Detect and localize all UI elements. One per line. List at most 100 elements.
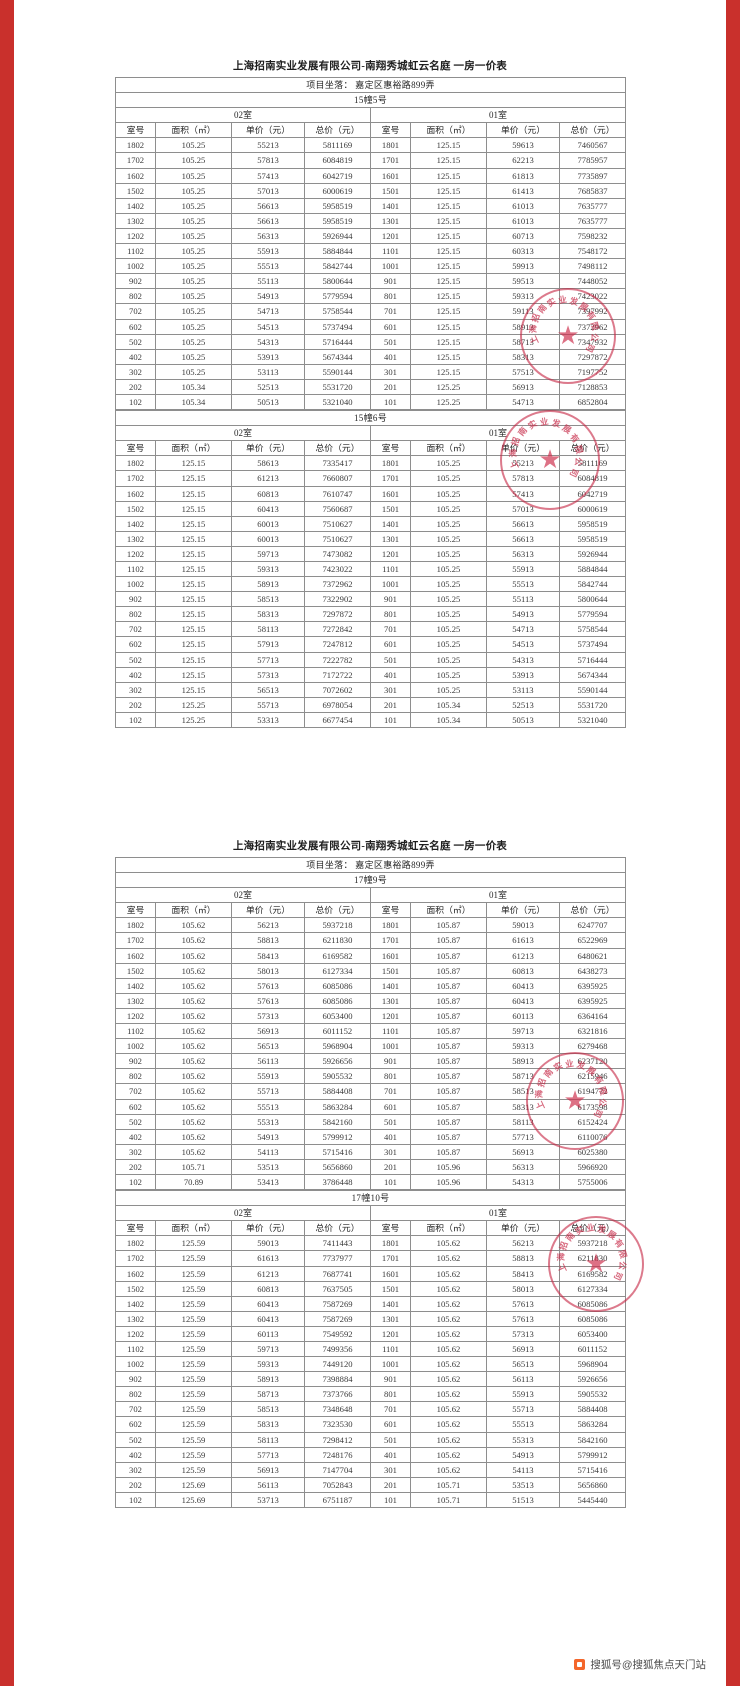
table-row: 502 105.62 55313 5842160 501 105.87 58113 61524… xyxy=(115,1113,627,1130)
cell-unit-price: 60413 xyxy=(231,500,305,517)
cell-unit-price: 52513 xyxy=(486,696,560,713)
cell-room: 1002 xyxy=(115,258,156,275)
cell-area: 125.59 xyxy=(155,1431,232,1448)
cell-area: 105.87 xyxy=(410,1053,487,1070)
cell-area: 125.15 xyxy=(410,167,487,184)
cell-total-price: 6085086 xyxy=(558,1310,627,1327)
table-row: 802 125.15 58313 7297872 801 105.25 54913 57795… xyxy=(115,606,627,623)
cell-total-price: 6852804 xyxy=(558,393,627,411)
cell-unit-price: 57713 xyxy=(231,651,305,668)
table-row: 102 125.69 53713 6751187 101 105.71 51513 54454… xyxy=(115,1491,627,1509)
cell-total-price: 5968904 xyxy=(304,1038,371,1055)
table-row: 702 125.59 58513 7348648 701 105.62 55713 58844… xyxy=(115,1401,627,1418)
cell-unit-price: 59313 xyxy=(231,560,305,578)
cell-area: 105.96 xyxy=(410,1158,487,1175)
cell-total-price: 7635777 xyxy=(558,197,627,214)
cell-room: 802 xyxy=(115,288,156,305)
cell-area: 125.59 xyxy=(155,1250,232,1267)
cell-total-price: 7247812 xyxy=(304,636,371,653)
table-row: 302 105.62 54113 5715416 301 105.87 56913 60253… xyxy=(115,1143,627,1160)
cell-area: 125.15 xyxy=(410,318,487,335)
col-area: 面积（㎡） xyxy=(410,1220,487,1237)
col-total-price: 总价（元） xyxy=(558,1220,627,1237)
cell-area: 105.62 xyxy=(155,932,232,949)
table-row: 902 125.59 58913 7398884 901 105.62 56113 59266… xyxy=(115,1371,627,1388)
cell-total-price: 5926656 xyxy=(558,1371,627,1388)
table-row: 1402 105.62 57613 6085086 1401 105.87 60413 639… xyxy=(115,977,627,994)
table-row: 902 105.25 55113 5800644 901 125.15 59513 74480… xyxy=(115,273,627,290)
col-room: 室号 xyxy=(115,1220,156,1237)
cell-room: 202 xyxy=(115,1476,156,1493)
cell-room: 802 xyxy=(115,1068,156,1085)
cell-room: 1301 xyxy=(370,530,411,547)
cell-room: 902 xyxy=(115,591,156,608)
cell-unit-price: 54913 xyxy=(486,1446,560,1463)
cell-area: 105.87 xyxy=(410,932,487,949)
cell-area: 125.59 xyxy=(155,1401,232,1418)
cell-room: 401 xyxy=(370,1128,411,1145)
cell-unit-price: 56913 xyxy=(486,378,560,395)
scan-edge-left xyxy=(0,0,14,1686)
cell-area: 125.15 xyxy=(155,500,232,517)
table-row: 702 125.15 58113 7272842 701 105.25 54713 57585… xyxy=(115,621,627,638)
cell-area: 125.69 xyxy=(155,1476,232,1493)
cell-total-price: 7610747 xyxy=(304,485,371,502)
cell-unit-price: 58613 xyxy=(231,455,305,472)
cell-area: 105.62 xyxy=(155,1083,232,1100)
cell-room: 1001 xyxy=(370,576,411,593)
table-row: 1802 125.15 58613 7335417 1801 105.25 55213 581… xyxy=(115,455,627,472)
cell-unit-price: 53513 xyxy=(486,1476,560,1493)
cell-total-price: 5656860 xyxy=(558,1476,627,1493)
cell-room: 1401 xyxy=(370,977,411,994)
cell-area: 105.25 xyxy=(410,681,487,698)
cell-total-price: 6084819 xyxy=(558,470,627,487)
cell-total-price: 7335417 xyxy=(304,455,371,472)
cell-area: 125.59 xyxy=(155,1310,232,1327)
cell-room: 1102 xyxy=(115,1023,156,1040)
cell-room: 302 xyxy=(115,681,156,698)
table-row: 1202 125.59 60113 7549592 1201 105.62 57313 605… xyxy=(115,1325,627,1343)
table-row: 202 125.25 55713 6978054 201 105.34 52513 55317… xyxy=(115,696,627,713)
cell-room: 501 xyxy=(370,1113,411,1130)
cell-unit-price: 56913 xyxy=(231,1023,305,1040)
cell-total-price: 7297872 xyxy=(304,606,371,623)
col-unit-price: 单价（元） xyxy=(231,902,305,919)
col-room: 室号 xyxy=(115,122,156,139)
cell-total-price: 7687741 xyxy=(304,1265,371,1282)
cell-unit-price: 56313 xyxy=(486,545,560,563)
cell-room: 1202 xyxy=(115,1325,156,1343)
cell-unit-price: 59013 xyxy=(486,917,560,934)
cell-total-price: 5958519 xyxy=(304,197,371,214)
cell-room: 902 xyxy=(115,1371,156,1388)
table-row: 502 105.25 54313 5716444 501 125.15 58713 73479… xyxy=(115,333,627,350)
cell-room: 1502 xyxy=(115,182,156,199)
cell-area: 105.62 xyxy=(410,1310,487,1327)
cell-total-price: 7411443 xyxy=(304,1235,371,1252)
cell-area: 105.87 xyxy=(410,1038,487,1055)
cell-total-price: 5590144 xyxy=(304,363,371,380)
cell-room: 1401 xyxy=(370,197,411,214)
cell-area: 125.59 xyxy=(155,1340,232,1358)
cell-room: 902 xyxy=(115,1053,156,1070)
cell-total-price: 7460567 xyxy=(558,137,627,154)
cell-total-price: 5958519 xyxy=(304,212,371,229)
cell-unit-price: 58113 xyxy=(231,621,305,638)
cell-area: 125.59 xyxy=(155,1446,232,1463)
cell-area: 105.62 xyxy=(410,1250,487,1267)
cell-room: 1502 xyxy=(115,500,156,517)
cell-unit-price: 59313 xyxy=(231,1356,305,1373)
cell-room: 1702 xyxy=(115,470,156,487)
cell-area: 125.15 xyxy=(410,348,487,365)
cell-area: 125.59 xyxy=(155,1235,232,1252)
cell-unit-price: 57313 xyxy=(486,1325,560,1343)
cell-area: 125.15 xyxy=(155,591,232,608)
cell-room: 501 xyxy=(370,1431,411,1448)
price-table-17幢10号: 17幢10号 02室 01室 室号 面积（㎡） 单价（元） 总价（元） 室号 面积（㎡） 单价（元… xyxy=(114,1190,627,1509)
cell-total-price: 5884408 xyxy=(558,1401,627,1418)
unit-group-row: 02室 01室 xyxy=(115,1205,627,1222)
col-area: 面积（㎡） xyxy=(155,440,232,457)
cell-total-price: 5842160 xyxy=(558,1431,627,1448)
cell-area: 105.62 xyxy=(155,977,232,994)
cell-unit-price: 58813 xyxy=(231,932,305,949)
cell-total-price: 7297872 xyxy=(558,348,627,365)
